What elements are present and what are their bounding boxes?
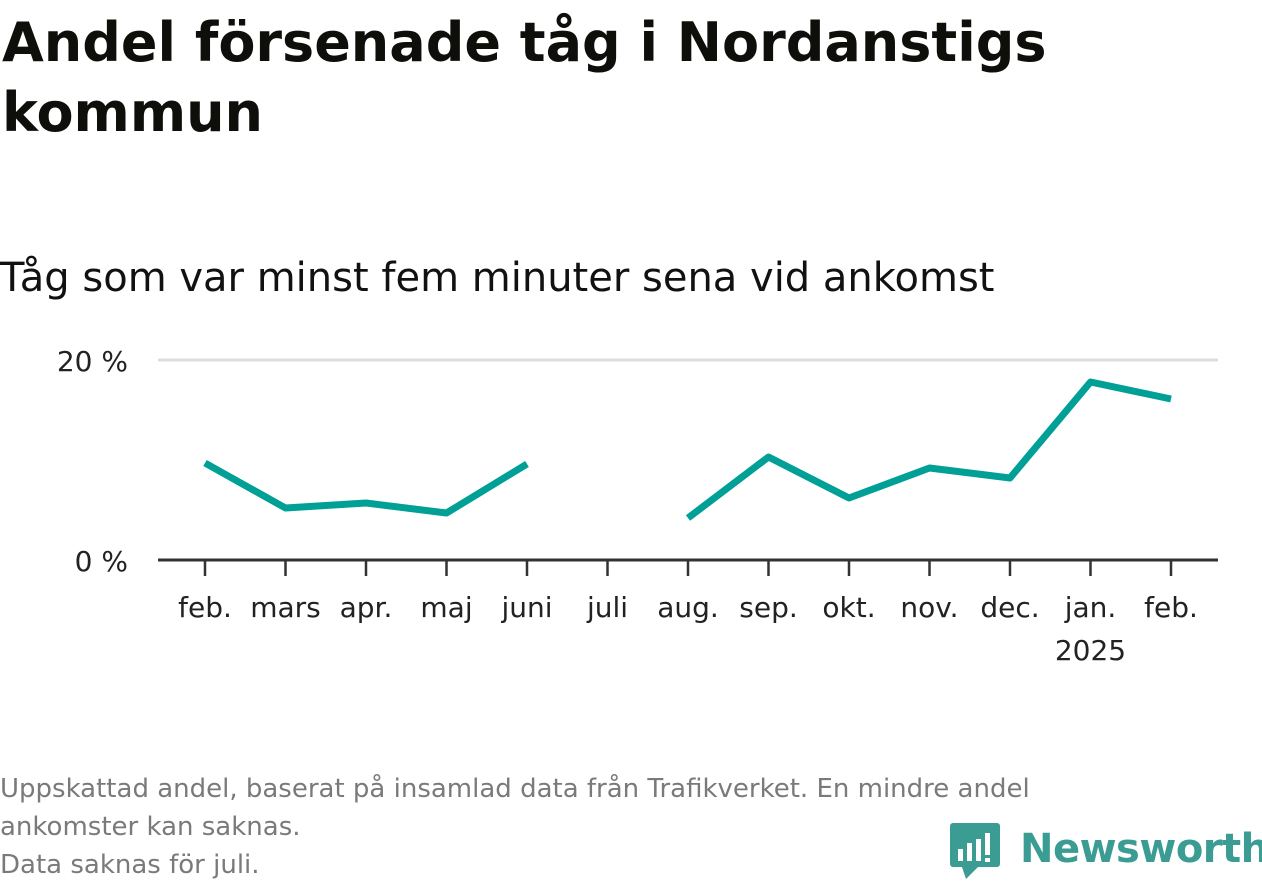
brand-name: Newsworthy bbox=[1020, 826, 1262, 872]
x-year-label: 2025 bbox=[1055, 634, 1126, 667]
footnote-line: Data saknas för juli. bbox=[0, 850, 260, 880]
chart-subtitle: Tåg som var minst fem minuter sena vid a… bbox=[0, 255, 995, 301]
series-line bbox=[203, 459, 529, 517]
series-line bbox=[685, 378, 1172, 521]
chart-title: Andel försenade tåg i Nordanstigs kommun bbox=[2, 11, 1047, 144]
x-tick-label: sep. bbox=[739, 591, 798, 624]
x-tick-label: maj bbox=[420, 591, 472, 624]
x-tick-label: mars bbox=[250, 591, 321, 624]
footnote-line: Uppskattad andel, baserat på insamlad da… bbox=[0, 774, 1030, 804]
line-chart: 0 % 20 % feb. mars apr. maj juni juli aug. sep. ok… bbox=[57, 345, 1218, 667]
newsworthy-logo: Newsworthy bbox=[950, 818, 1262, 880]
x-tick-label: juni bbox=[500, 591, 552, 624]
x-tick-label: dec. bbox=[980, 591, 1039, 624]
x-tick-label: jan. bbox=[1064, 591, 1117, 624]
x-tick-label: aug. bbox=[657, 591, 719, 624]
x-tick-label: juli bbox=[586, 591, 628, 624]
y-tick-label: 0 % bbox=[75, 545, 128, 578]
x-tick-label: nov. bbox=[900, 591, 958, 624]
bar-chart-speech-icon bbox=[950, 823, 1000, 879]
y-tick-label: 20 % bbox=[57, 345, 128, 378]
x-tick-label: okt. bbox=[822, 591, 875, 624]
x-tick-label: feb. bbox=[1144, 591, 1198, 624]
x-tick-label: feb. bbox=[178, 591, 232, 624]
footnote: Uppskattad andel, baserat på insamlad da… bbox=[0, 770, 1250, 884]
footnote-line: ankomster kan saknas. bbox=[0, 812, 301, 842]
x-tick-label: apr. bbox=[340, 591, 393, 624]
